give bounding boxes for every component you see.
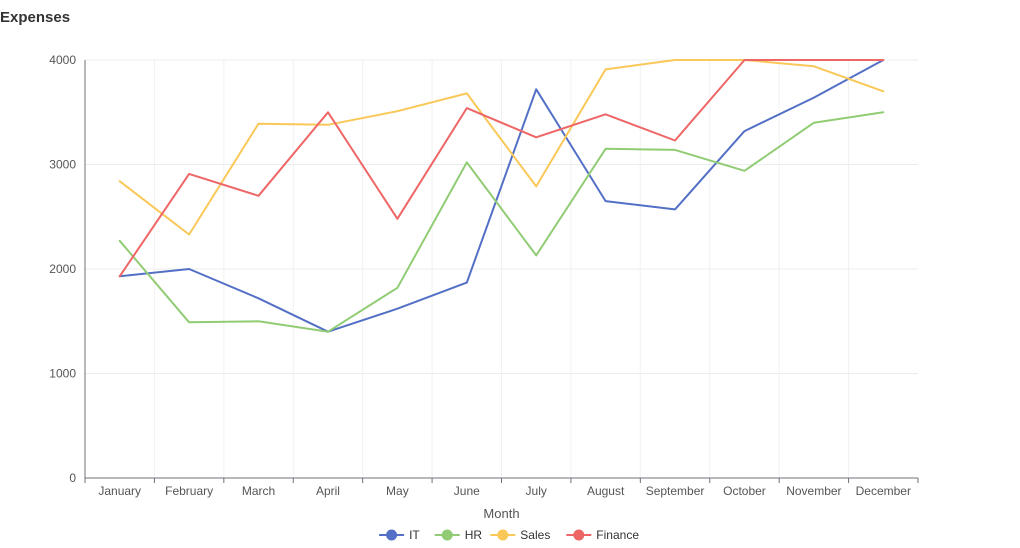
x-tick-label: August <box>587 484 625 498</box>
legend-marker-icon <box>573 529 585 541</box>
x-tick-label: October <box>723 484 766 498</box>
y-tick-labels: 0 1000 2000 3000 4000 <box>49 53 76 485</box>
axes <box>84 60 919 483</box>
y-tick-label: 4000 <box>49 53 76 67</box>
series-line-it <box>118 59 885 333</box>
legend-label: HR <box>465 528 483 542</box>
series-lines <box>118 59 885 333</box>
x-tick-label: November <box>786 484 841 498</box>
x-tick-label: June <box>454 484 480 498</box>
y-tick-label: 3000 <box>49 158 76 172</box>
series-line-hr <box>118 111 885 333</box>
x-tick-label: February <box>165 484 213 498</box>
series-line-sales <box>118 59 885 236</box>
x-tick-label: April <box>316 484 340 498</box>
x-axis-title: Month <box>483 506 519 521</box>
legend-item-it: IT <box>379 528 420 542</box>
y-tick-label: 2000 <box>49 262 76 276</box>
legend-marker-icon <box>441 529 453 541</box>
legend-item-finance: Finance <box>566 528 639 542</box>
legend-label: Sales <box>520 528 550 542</box>
x-tick-label: July <box>526 484 547 498</box>
y-tick-label: 1000 <box>49 367 76 381</box>
legend: IT HR Sales Finance <box>379 528 639 542</box>
legend-marker-icon <box>497 529 509 541</box>
series-line-finance <box>118 59 885 278</box>
y-tick-label: 0 <box>69 471 76 485</box>
x-tick-label: March <box>242 484 275 498</box>
x-tick-label: September <box>646 484 705 498</box>
x-tick-label: December <box>856 484 911 498</box>
x-tick-label: May <box>386 484 409 498</box>
x-tick-label: January <box>98 484 141 498</box>
legend-item-sales: Sales <box>490 528 550 542</box>
chart-title: Expenses <box>0 9 71 26</box>
legend-label: IT <box>409 528 420 542</box>
x-tick-labels: January February March April May June July Augu… <box>98 484 911 498</box>
legend-marker-icon <box>386 529 398 541</box>
legend-label: Finance <box>596 528 639 542</box>
legend-item-hr: HR <box>434 528 483 542</box>
